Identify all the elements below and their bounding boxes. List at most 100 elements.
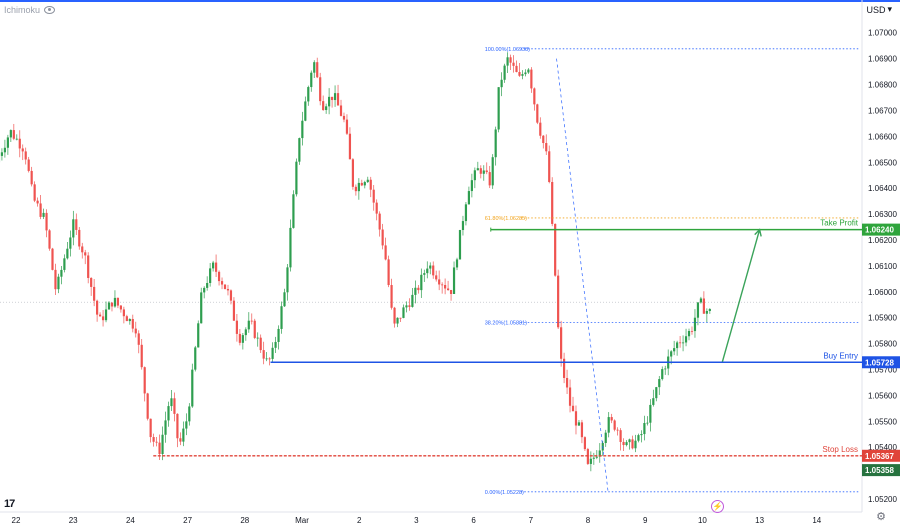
candle-body <box>616 429 619 431</box>
y-tick-label: 1.05800 <box>868 340 897 349</box>
candle-body <box>322 101 325 111</box>
candle-body <box>122 309 125 317</box>
candle-body <box>354 186 357 192</box>
candle-body <box>173 398 176 414</box>
candle-body <box>396 317 399 324</box>
candle-body <box>500 79 503 88</box>
y-tick-label: 1.07000 <box>868 29 897 38</box>
candle-body <box>113 297 117 307</box>
candle-body <box>512 62 515 66</box>
candle-body <box>256 337 259 339</box>
candle-body <box>417 287 420 291</box>
x-tick-label: 7 <box>529 516 534 525</box>
candle-body <box>372 189 375 203</box>
candle-body <box>295 161 298 195</box>
candle-body <box>90 277 93 287</box>
candle-body <box>137 333 140 345</box>
candle-body <box>446 288 450 291</box>
candle-body <box>18 138 21 149</box>
candle-body <box>533 88 536 105</box>
candle-body <box>390 285 393 308</box>
candle-body <box>586 449 589 464</box>
candle-body <box>369 179 372 190</box>
candle-body <box>414 287 417 295</box>
candle-body <box>244 329 247 336</box>
candle-body <box>203 287 206 293</box>
candle-body <box>357 182 360 192</box>
x-tick-label: 13 <box>755 516 764 525</box>
candle-body <box>250 320 253 322</box>
candle-body <box>375 202 378 214</box>
candle-body <box>283 292 286 307</box>
currency-label: USD <box>866 4 886 15</box>
candle-body <box>60 269 63 277</box>
candle-body <box>452 267 456 294</box>
candle-body <box>449 290 453 294</box>
candle-body <box>438 279 441 285</box>
x-tick-label: 23 <box>69 516 78 525</box>
candle-body <box>42 212 45 217</box>
candle-body <box>411 294 414 307</box>
candle-body <box>384 245 387 260</box>
candle-body <box>259 337 262 351</box>
fib-level-label: 61.80%(1.06285) <box>485 216 527 222</box>
x-tick-label: 24 <box>126 516 135 525</box>
candle-body <box>33 184 36 201</box>
candle-body <box>527 69 530 73</box>
candle-body <box>536 104 539 123</box>
candle-body <box>209 268 212 283</box>
level-label: Buy Entry <box>823 351 858 360</box>
candle-body <box>348 133 352 160</box>
candle-body <box>107 302 111 310</box>
y-tick-label: 1.05200 <box>868 495 897 504</box>
candle-body <box>200 292 203 324</box>
candle-body <box>304 101 307 121</box>
candle-body <box>649 404 652 423</box>
gear-icon[interactable]: ⚙ <box>876 511 886 523</box>
x-tick-label: 8 <box>586 516 591 525</box>
candle-body <box>429 265 432 269</box>
candle-body <box>470 180 473 192</box>
candle-body <box>551 182 554 224</box>
top-accent-bar <box>0 0 900 2</box>
candle-body <box>661 369 664 380</box>
candle-body <box>182 428 185 442</box>
candle-body <box>119 305 123 310</box>
candle-body <box>345 119 349 134</box>
eye-icon[interactable] <box>44 6 56 14</box>
x-tick-label: 9 <box>643 516 648 525</box>
candle-body <box>75 219 78 230</box>
currency-selector[interactable]: USD ▾ <box>866 4 892 15</box>
candle-body <box>194 347 197 370</box>
candle-body <box>640 434 643 436</box>
candle-body <box>149 418 152 438</box>
candle-body <box>426 268 429 274</box>
candle-body <box>503 65 506 80</box>
candle-body <box>684 336 688 343</box>
y-tick-label: 1.06400 <box>868 184 897 193</box>
candle-body <box>622 441 625 446</box>
candle-body <box>580 422 584 438</box>
price-badge-text: 1.06240 <box>865 226 894 235</box>
indicator-legend[interactable]: Ichimoku <box>4 5 56 15</box>
candle-body <box>57 276 60 290</box>
candle-body <box>485 170 488 173</box>
candle-body <box>280 306 283 329</box>
candle-body <box>461 221 465 231</box>
candle-body <box>705 311 708 314</box>
lightning-icon[interactable]: ⚡ <box>711 500 724 513</box>
projection-arrow[interactable] <box>721 229 761 362</box>
candle-body <box>131 319 134 329</box>
candle-body <box>464 204 468 222</box>
candle-body <box>84 252 87 256</box>
candle-body <box>140 344 143 368</box>
candle-body <box>613 420 616 430</box>
candle-body <box>571 405 575 412</box>
candle-body <box>188 406 191 422</box>
candle-body <box>628 439 631 443</box>
candle-body <box>360 182 363 186</box>
price-badge <box>862 223 900 236</box>
candle-body <box>313 62 316 73</box>
candle-body <box>562 358 566 378</box>
